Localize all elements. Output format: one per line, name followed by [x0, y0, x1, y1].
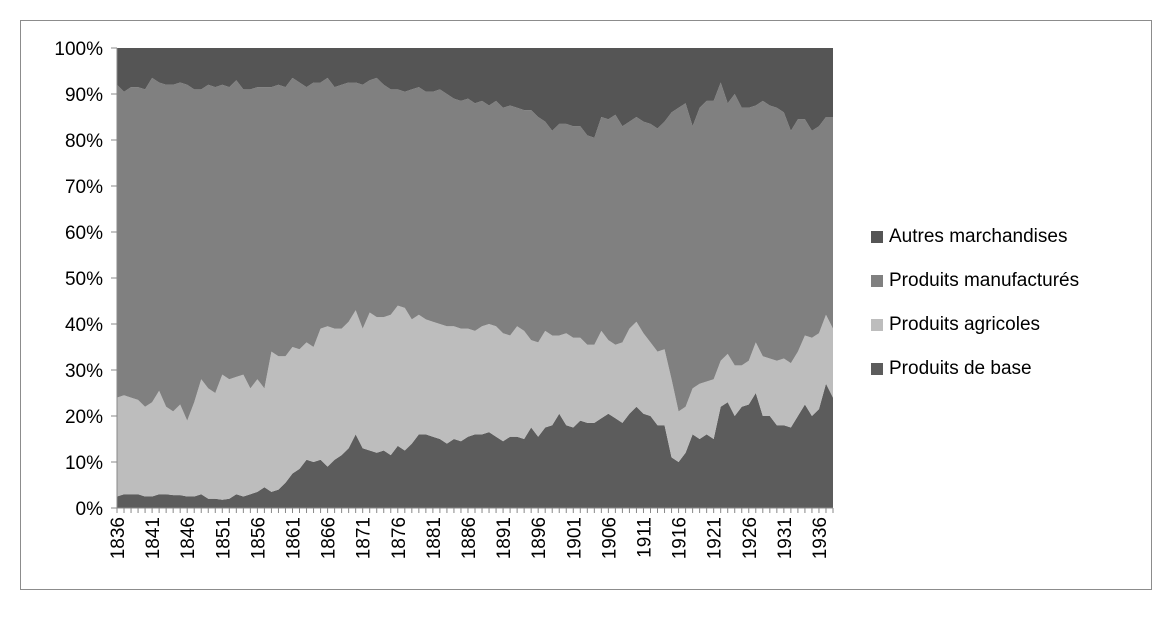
y-tick-label: 90% [65, 85, 103, 106]
legend-item: Produits manufacturés [871, 270, 1079, 292]
legend-swatch [871, 363, 883, 375]
x-tick-label: 1856 [248, 517, 269, 559]
legend-label: Produits de base [889, 358, 1032, 379]
x-tick-label: 1861 [283, 517, 304, 559]
legend-label: Produits manufacturés [889, 270, 1080, 291]
legend-swatch [871, 319, 883, 331]
x-tick-label: 1896 [529, 517, 550, 559]
legend-label: Produits agricoles [889, 314, 1041, 335]
x-tick-label: 1906 [599, 517, 620, 559]
x-axis-ticks: 1836 1841 1846 1851 1856 1861 1866 1871 1876 1881… [108, 508, 834, 559]
x-tick-label: 1876 [389, 517, 410, 559]
x-tick-label: 1846 [178, 517, 199, 559]
chart-frame: 0% 10% 20% 30% 40% 50% 60% 70% 80% 90% 100% 1836 18… [20, 20, 1152, 590]
x-tick-label: 1926 [740, 517, 761, 559]
x-tick-label: 1891 [494, 517, 515, 559]
area-produits-manufactures [117, 77, 833, 421]
y-tick-label: 0% [76, 499, 104, 520]
x-tick-label: 1931 [775, 517, 796, 559]
x-tick-label: 1881 [424, 517, 445, 559]
x-tick-label: 1871 [354, 517, 375, 559]
y-tick-label: 50% [65, 269, 103, 290]
y-tick-label: 20% [65, 407, 103, 428]
x-tick-label: 1841 [143, 517, 164, 559]
y-tick-label: 10% [65, 453, 103, 474]
area-produits-de-base [117, 383, 833, 508]
x-tick-label: 1921 [705, 517, 726, 559]
stacked-area-chart: 0%10%20%30%40%50%60%70%80%90%100% 1836 18… [54, 39, 834, 559]
y-tick-label: 30% [65, 361, 103, 382]
legend-swatch [871, 275, 883, 287]
y-tick-label: 40% [65, 315, 103, 336]
y-tick-label: 70% [65, 177, 103, 198]
area-produits-agricoles [117, 305, 833, 500]
x-tick-label: 1836 [108, 517, 129, 559]
x-tick-label: 1866 [319, 517, 340, 559]
x-tick-label: 1851 [213, 517, 234, 559]
x-tick-label: 1886 [459, 517, 480, 559]
y-axis-ticks: 0% 10% 20% 30% 40% 50% 60% 70% 80% 90% 100% [54, 39, 117, 520]
x-tick-label: 1901 [564, 517, 585, 559]
y-tick-label: 100% [54, 39, 103, 60]
legend-swatch [871, 231, 883, 243]
legend-label: Autres marchandises [889, 226, 1068, 247]
y-tick-label: 60% [65, 223, 103, 244]
x-tick-label: 1916 [670, 517, 691, 559]
x-tick-label: 1936 [810, 517, 831, 559]
x-tick-label: 1911 [634, 517, 655, 558]
legend-item: Autres marchandises [871, 226, 1067, 248]
y-tick-label: 80% [65, 131, 103, 152]
legend-item: Produits de base [871, 358, 1032, 380]
area-autres-marchandises [117, 48, 833, 138]
legend-item: Produits agricoles [871, 314, 1040, 336]
area-layers [117, 48, 833, 508]
